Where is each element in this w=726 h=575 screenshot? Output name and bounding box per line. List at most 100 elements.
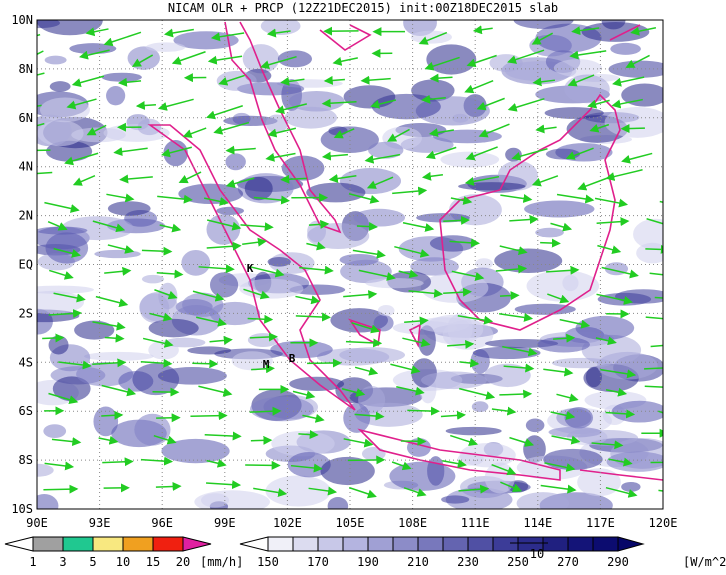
cloud-patch (554, 59, 602, 77)
cloud-patch (250, 397, 314, 422)
colorbar-cell (93, 537, 123, 551)
cloud-patch (132, 363, 179, 395)
cloud-patch (106, 86, 125, 105)
wind-arrow (357, 226, 377, 227)
colorbar-cell (293, 537, 318, 551)
y-tick-label: 4N (19, 160, 33, 174)
cloud-patch (339, 347, 405, 363)
cloud-patch (206, 214, 240, 244)
colorbar-label: 270 (557, 555, 579, 569)
y-tick-label: 2N (19, 209, 33, 223)
reference-vector-label: 10 (530, 547, 544, 561)
colorbar-label: 210 (407, 555, 429, 569)
cloud-patch (378, 305, 395, 316)
cloud-patch (621, 482, 640, 492)
x-tick-label: 90E (26, 516, 48, 530)
y-tick-label: 6N (19, 111, 33, 125)
x-tick-label: 96E (151, 516, 173, 530)
colorbar-label: 20 (176, 555, 190, 569)
cloud-patch (458, 182, 525, 190)
colorbar-arrow (618, 537, 643, 551)
cloud-patch (418, 317, 470, 332)
x-tick-label: 114E (523, 516, 552, 530)
cloud-patch (239, 279, 303, 299)
colorbar-label: 3 (59, 555, 66, 569)
colorbar-unit: [mm/h] (200, 555, 243, 569)
cloud-patch (37, 6, 103, 35)
cloud-patch (362, 447, 386, 461)
cloud-patch (543, 449, 602, 470)
x-tick-label: 99E (214, 516, 236, 530)
y-tick-label: EQ (19, 258, 33, 272)
cloud-patch (266, 114, 288, 132)
colorbar-label: 290 (607, 555, 629, 569)
cloud-patch (389, 462, 455, 491)
cloud-patch (636, 243, 669, 264)
colorbar-unit: [W/m^2] (683, 555, 726, 569)
cloud-patch (321, 457, 375, 485)
y-tick-label: 2S (19, 306, 33, 320)
site-marker: M (263, 358, 270, 371)
cloud-patch (50, 81, 71, 92)
cloud-patch (45, 232, 88, 263)
wind-arrow (156, 486, 180, 487)
cloud-patch (328, 497, 349, 515)
colorbar-label: 15 (146, 555, 160, 569)
cloud-patch (535, 228, 564, 238)
wind-arrow (8, 35, 40, 44)
colorbar-cell (343, 537, 368, 551)
colorbar-cell (318, 537, 343, 551)
cloud-patch (102, 73, 142, 82)
cloud-patch (578, 430, 638, 446)
cloud-patch (74, 321, 114, 340)
cloud-patch (289, 377, 344, 391)
cloud-patch (225, 153, 245, 170)
x-tick-label: 105E (336, 516, 365, 530)
wind-arrow (540, 243, 559, 244)
cloud-patch (605, 107, 670, 138)
y-tick-label: 8S (19, 453, 33, 467)
wind-arrow (645, 249, 668, 250)
colorbar-cell (63, 537, 93, 551)
cloud-patch (505, 148, 522, 162)
wind-arrow (622, 128, 645, 129)
colorbar-label: 5 (89, 555, 96, 569)
wind-arrow (348, 460, 384, 461)
colorbar-label: 1 (29, 555, 36, 569)
site-marker: K (247, 262, 254, 275)
cloud-patch (354, 209, 406, 227)
cloud-patch (94, 250, 140, 258)
colorbar-cell (123, 537, 153, 551)
x-tick-label: 102E (273, 516, 302, 530)
y-tick-label: 10S (11, 502, 33, 516)
cloud-patch (181, 250, 210, 276)
cloud-patch (149, 319, 199, 338)
cloud-patch (278, 50, 312, 67)
cloud-patch (248, 333, 279, 347)
cloud-patch (22, 286, 94, 294)
cloud-patch (268, 257, 291, 267)
cloud-patch (216, 207, 244, 215)
x-tick-label: 108E (398, 516, 427, 530)
cloud-patch (344, 85, 396, 108)
cloud-patch (494, 249, 562, 273)
cloud-patch (472, 401, 489, 412)
x-tick-label: 117E (586, 516, 615, 530)
cloud-patch (610, 43, 641, 55)
cloud-patch (368, 142, 403, 159)
cloud-patch (84, 352, 154, 361)
colorbar-cell (593, 537, 618, 551)
colorbar-label: 190 (357, 555, 379, 569)
x-tick-label: 120E (649, 516, 678, 530)
wind-arrow (500, 295, 518, 296)
cloud-patch (421, 371, 487, 389)
colorbar-cell (268, 537, 293, 551)
cloud-patch (475, 258, 493, 269)
cloud-patch (597, 352, 657, 380)
colorbar-cell (418, 537, 443, 551)
title: NICAM OLR + PRCP (12Z21DEC2015) init:00Z… (168, 1, 558, 15)
cloud-patch (452, 114, 468, 123)
